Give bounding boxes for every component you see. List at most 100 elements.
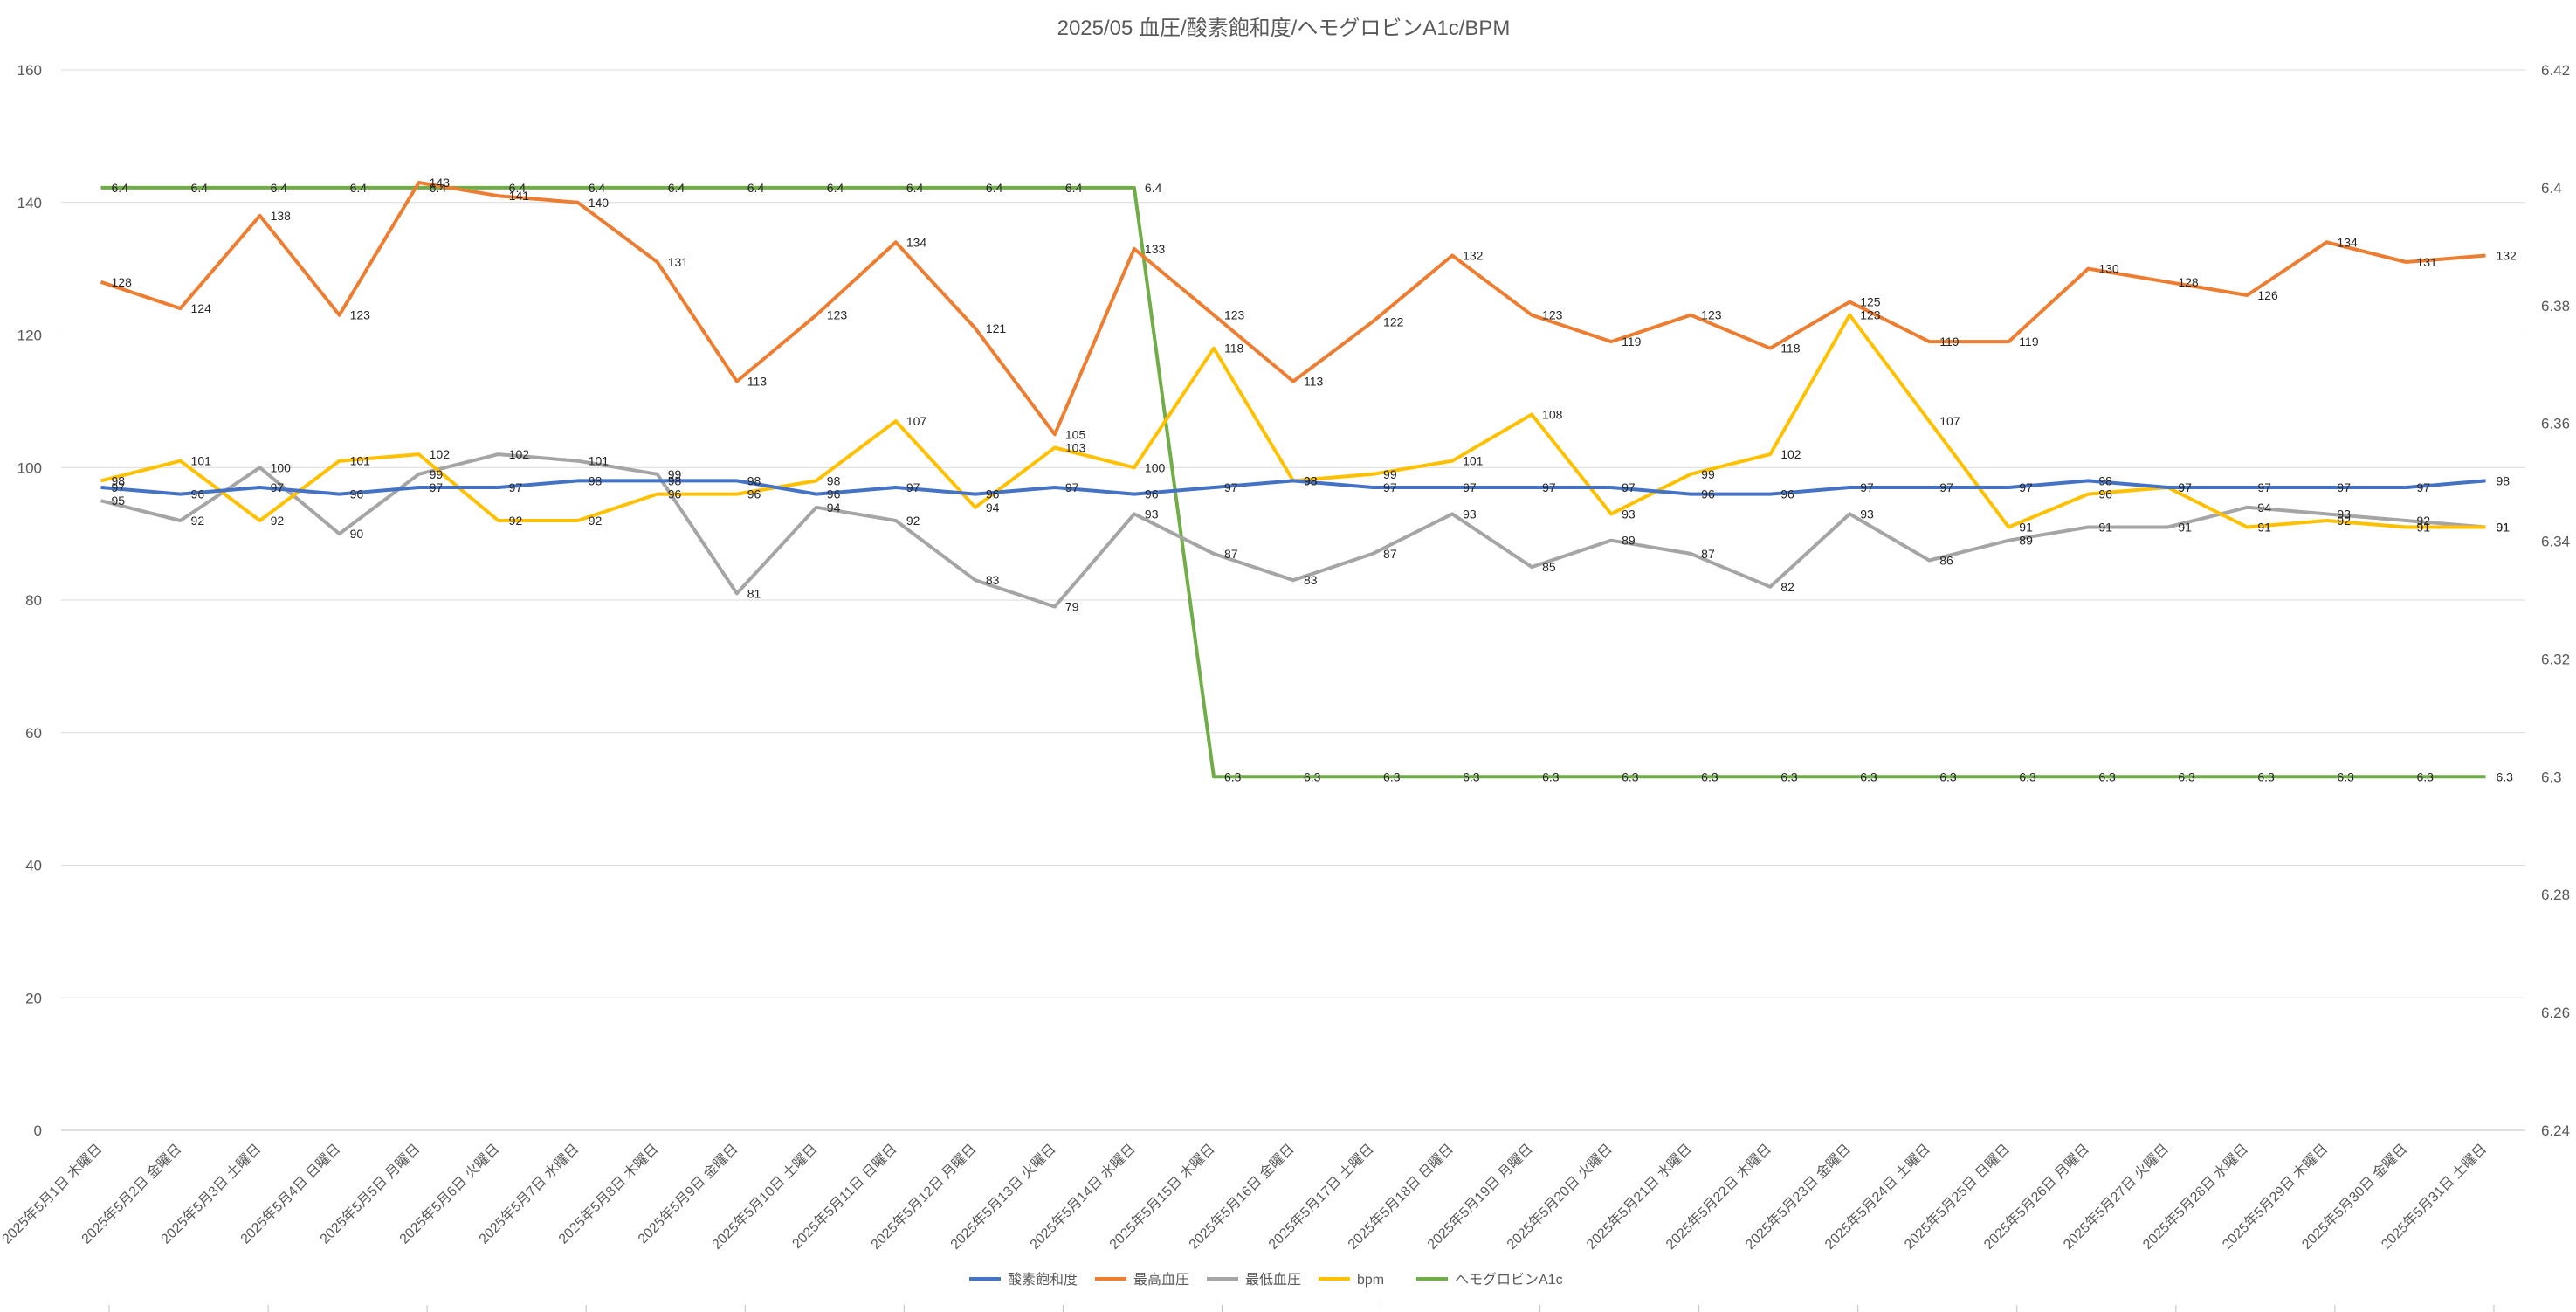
data-label: 125	[1860, 295, 1881, 309]
left-tick-label: 0	[34, 1122, 42, 1139]
right-tick-label: 6.28	[2541, 887, 2570, 903]
data-label: 90	[350, 527, 364, 541]
series-line-ヘモグロビンA1c	[100, 185, 2486, 779]
series-line-最高血圧	[100, 181, 2486, 437]
data-label: 96	[747, 487, 761, 501]
data-label: 89	[2019, 534, 2033, 548]
data-label: 91	[2098, 521, 2112, 535]
data-label: 131	[668, 255, 689, 269]
data-label: 6.3	[1701, 770, 1718, 784]
data-label: 6.4	[350, 181, 368, 195]
data-label: 102	[509, 447, 530, 461]
data-label: 93	[2337, 507, 2351, 521]
data-label: 6.3	[1622, 770, 1639, 784]
data-label: 97	[906, 480, 920, 494]
data-label: 6.3	[1860, 770, 1877, 784]
data-label: 101	[350, 454, 371, 468]
data-label: 128	[2178, 275, 2199, 289]
data-label: 108	[1542, 408, 1563, 422]
data-label: 128	[112, 275, 133, 289]
left-tick-label: 60	[25, 725, 42, 742]
data-label: 98	[1304, 473, 1318, 487]
data-label: 105	[1065, 427, 1086, 441]
data-label: 87	[1701, 547, 1715, 561]
data-label: 124	[191, 301, 212, 315]
data-label: 97	[2178, 480, 2192, 494]
data-label: 98	[2496, 473, 2510, 487]
data-label: 6.3	[2337, 770, 2354, 784]
right-tick-label: 6.4	[2541, 180, 2562, 197]
legend-label: 酸素飽和度	[1008, 1272, 1078, 1288]
data-label: 96	[1701, 487, 1715, 501]
data-label: 97	[271, 480, 285, 494]
data-label: 97	[1860, 480, 1874, 494]
data-label: 86	[1939, 553, 1953, 567]
left-tick-label: 20	[25, 990, 42, 1006]
data-label: 97	[1383, 480, 1397, 494]
data-label: 141	[509, 189, 530, 203]
left-tick-label: 100	[17, 459, 42, 476]
data-label: 118	[1780, 342, 1801, 356]
data-label: 96	[986, 487, 1000, 501]
data-label: 83	[1304, 573, 1318, 587]
legend: 酸素飽和度 最高血圧 最低血圧 bpm ヘモグロビンA1c	[969, 1272, 1563, 1288]
data-label: 82	[1780, 580, 1794, 594]
left-tick-label: 140	[17, 195, 42, 211]
data-label: 6.3	[2098, 770, 2116, 784]
data-label: 97	[2257, 480, 2271, 494]
legend-label: bpm	[1357, 1273, 1384, 1288]
right-axis-ticks: 6.24 6.26 6.28 6.3 6.32 6.34 6.36 6.38 6.4 6.42	[2541, 62, 2570, 1139]
data-label: 93	[1860, 507, 1874, 521]
data-label: 6.4	[271, 181, 288, 195]
right-tick-label: 6.24	[2541, 1122, 2570, 1139]
left-tick-label: 160	[17, 62, 42, 79]
data-label: 122	[1383, 314, 1404, 328]
data-label: 6.3	[1463, 770, 1480, 784]
right-tick-label: 6.26	[2541, 1005, 2570, 1021]
data-label: 96	[2098, 487, 2112, 501]
data-label: 6.3	[1780, 770, 1798, 784]
data-label: 91	[2416, 521, 2430, 535]
data-label: 96	[668, 487, 682, 501]
data-label: 100	[271, 460, 292, 474]
gridlines	[61, 69, 2525, 998]
data-label: 98	[589, 473, 603, 487]
right-tick-label: 6.42	[2541, 62, 2570, 79]
series-line-酸素飽和度	[100, 479, 2486, 496]
right-tick-label: 6.36	[2541, 416, 2570, 432]
data-label: 123	[1860, 308, 1881, 322]
right-tick-label: 6.32	[2541, 651, 2570, 667]
data-label: 6.3	[1542, 770, 1560, 784]
data-label: 113	[1304, 375, 1324, 389]
data-label: 89	[1622, 534, 1636, 548]
data-label: 123	[1542, 308, 1563, 322]
series-lines	[100, 181, 2486, 779]
data-label: 6.3	[2257, 770, 2275, 784]
data-label: 6.4	[1145, 181, 1162, 195]
data-label: 119	[1622, 335, 1642, 349]
legend-label: ヘモグロビンA1c	[1455, 1272, 1563, 1288]
data-label: 119	[1939, 335, 1960, 349]
data-label: 79	[1065, 600, 1079, 614]
data-label: 6.3	[2178, 770, 2195, 784]
data-label: 143	[430, 176, 451, 190]
data-label: 98	[827, 473, 841, 487]
data-label: 92	[271, 514, 285, 528]
data-label: 123	[1224, 308, 1245, 322]
data-label: 92	[509, 514, 523, 528]
data-label: 92	[906, 514, 920, 528]
data-label: 98	[112, 473, 126, 487]
left-tick-label: 80	[25, 592, 42, 609]
data-label: 94	[827, 501, 841, 514]
left-axis-ticks: 0 20 40 60 80 100 120 140 160	[17, 62, 42, 1139]
data-label: 123	[1701, 308, 1722, 322]
data-label: 83	[986, 573, 1000, 587]
data-label: 101	[1463, 454, 1484, 468]
data-label: 98	[2098, 473, 2112, 487]
data-label: 93	[1463, 507, 1477, 521]
data-label: 102	[430, 447, 451, 461]
data-label: 91	[2257, 521, 2271, 535]
data-label: 92	[589, 514, 603, 528]
data-label: 6.3	[1304, 770, 1321, 784]
